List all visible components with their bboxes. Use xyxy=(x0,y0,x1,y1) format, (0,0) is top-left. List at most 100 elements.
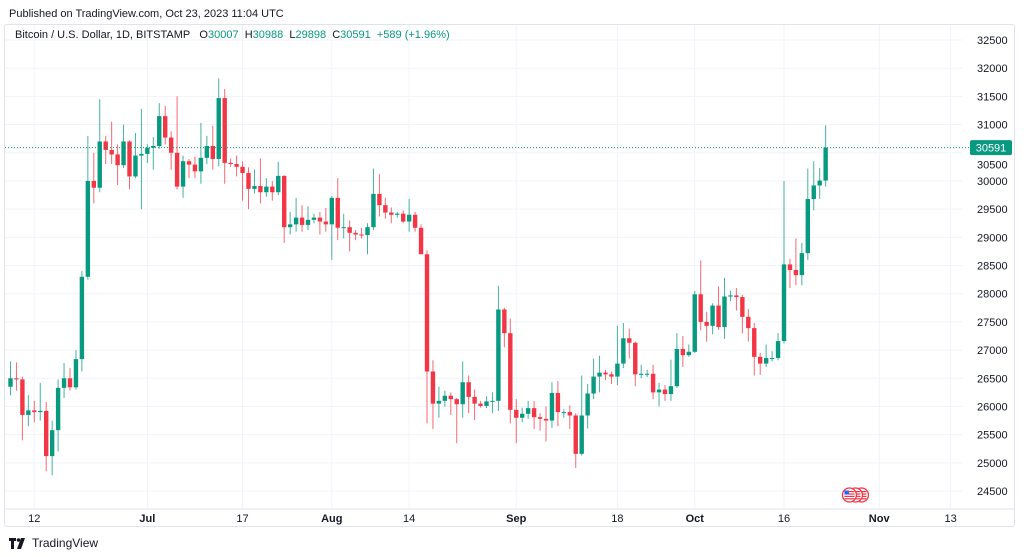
candle xyxy=(787,258,793,289)
candle xyxy=(508,318,513,424)
candle-body xyxy=(293,217,299,225)
candle xyxy=(728,290,733,302)
candle xyxy=(460,361,465,418)
candle xyxy=(656,382,662,407)
candle-body xyxy=(644,373,650,375)
last-price-label: 30591 xyxy=(976,143,1007,155)
change-value: +589 (+1.96%) xyxy=(376,29,450,41)
candle-body xyxy=(252,186,257,189)
candle xyxy=(180,155,186,198)
flag-stripe xyxy=(844,493,855,495)
candle-body xyxy=(430,371,436,404)
candle-body xyxy=(466,382,471,397)
time-tick-label: Oct xyxy=(686,513,705,525)
candle xyxy=(466,375,471,414)
candle-body xyxy=(359,234,364,236)
candle xyxy=(20,376,25,441)
time-tick-label: 13 xyxy=(944,513,956,525)
candle xyxy=(436,386,442,418)
footer-brand[interactable]: TradingView xyxy=(9,536,98,550)
candle-body xyxy=(710,305,715,326)
candle-body xyxy=(61,378,67,388)
candle-body xyxy=(121,141,126,166)
candle-body xyxy=(228,162,233,165)
candle xyxy=(722,277,727,339)
candle xyxy=(151,136,156,170)
candle-body xyxy=(781,264,787,342)
low-value: 29898 xyxy=(295,29,327,41)
candle-body xyxy=(627,338,632,343)
candle xyxy=(520,407,525,423)
candle xyxy=(763,344,769,368)
price-tick-label: 25500 xyxy=(977,430,1008,442)
candle-body xyxy=(38,410,43,413)
time-tick-label: 18 xyxy=(611,513,623,525)
candle xyxy=(633,341,638,387)
candle-body xyxy=(543,418,549,421)
candle-body xyxy=(633,342,638,375)
candle-body xyxy=(561,412,567,414)
candle xyxy=(716,286,721,330)
candle-body xyxy=(234,164,239,167)
candle xyxy=(585,383,590,429)
candle-body xyxy=(8,378,13,387)
candle-body xyxy=(668,386,674,395)
candle-body xyxy=(686,351,691,356)
candle xyxy=(234,155,239,177)
candle-body xyxy=(305,219,311,225)
candle-body xyxy=(793,270,799,276)
price-tick-label: 31000 xyxy=(977,120,1008,132)
candle xyxy=(329,196,334,260)
candle-body xyxy=(514,409,519,418)
candle-body xyxy=(490,400,495,402)
candle-body xyxy=(716,305,721,327)
candle xyxy=(484,396,489,409)
candle xyxy=(377,174,382,217)
price-tick-label: 29000 xyxy=(977,232,1008,244)
candle-body xyxy=(299,217,305,225)
candle xyxy=(472,389,477,421)
candle xyxy=(174,96,180,190)
candle xyxy=(418,224,424,255)
candle xyxy=(781,180,787,344)
candle xyxy=(644,369,650,378)
candle xyxy=(317,211,323,235)
candle xyxy=(680,335,686,368)
candle-body xyxy=(109,149,114,155)
candle-body xyxy=(603,372,608,375)
price-axis: 24500 25000 25500 26000 26500 27000 27500 28000… xyxy=(977,35,1008,498)
candle-body xyxy=(44,410,49,457)
candle-body xyxy=(692,294,697,352)
candle-body xyxy=(67,378,73,388)
candle xyxy=(454,398,459,444)
candle xyxy=(758,352,763,375)
candle-body xyxy=(734,295,739,298)
candle-body xyxy=(287,224,293,228)
candle xyxy=(401,210,406,224)
candle-body xyxy=(246,173,251,189)
chart-frame xyxy=(4,24,1015,527)
candle-body xyxy=(823,147,828,181)
candle xyxy=(531,400,537,430)
candle-body xyxy=(20,379,25,415)
candle-body xyxy=(406,214,412,222)
candle xyxy=(537,413,543,431)
candle-body xyxy=(615,363,620,377)
candle-body xyxy=(579,415,584,454)
candle-body xyxy=(722,296,727,327)
candle-body xyxy=(85,180,91,277)
candle xyxy=(496,285,501,411)
candle xyxy=(38,382,43,421)
candle xyxy=(412,211,418,232)
candle-body xyxy=(139,153,144,156)
candle xyxy=(710,303,715,335)
us-flag-economic-event-icon[interactable] xyxy=(841,487,858,503)
candle xyxy=(823,125,828,187)
candle xyxy=(192,156,198,179)
candle-body xyxy=(520,413,525,418)
candle xyxy=(293,197,299,232)
candle-body xyxy=(484,401,489,406)
candle-body xyxy=(317,217,323,222)
candle xyxy=(264,178,269,197)
